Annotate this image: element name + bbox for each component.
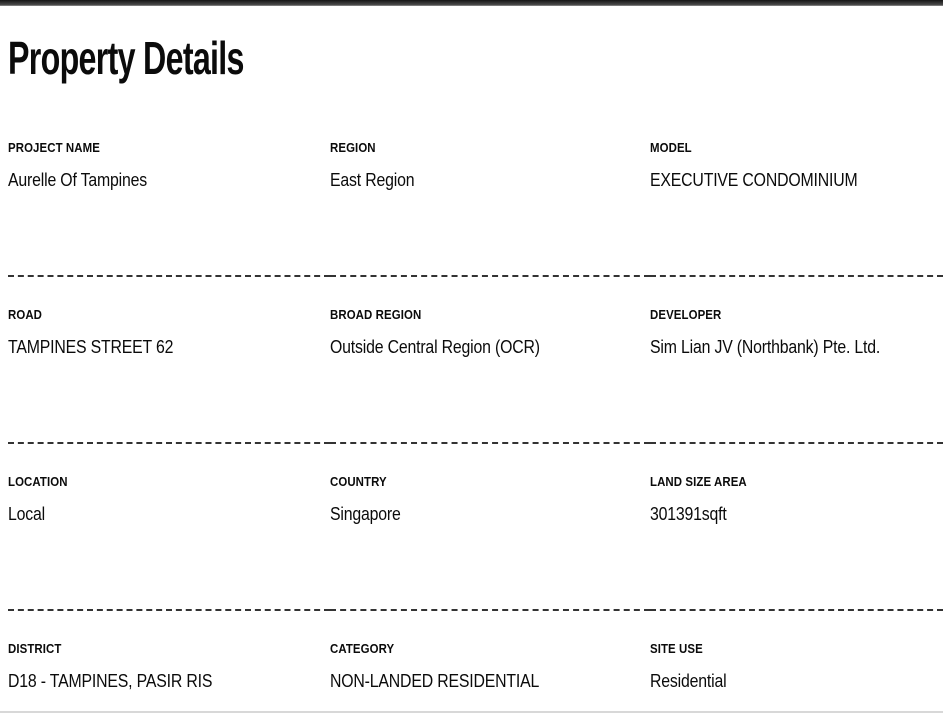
field-cell: LOCATION Local <box>8 444 330 611</box>
field-label: REGION <box>330 140 376 155</box>
field-value: Sim Lian JV (Northbank) Pte. Ltd. <box>650 337 881 357</box>
field-value: Residential <box>650 671 727 691</box>
field-value: EXECUTIVE CONDOMINIUM <box>650 170 858 190</box>
field-value: D18 - TAMPINES, PASIR RIS <box>8 671 213 691</box>
field-cell: REGION East Region <box>330 110 650 277</box>
field-label: LAND SIZE AREA <box>650 474 747 489</box>
field-value: 301391sqft <box>650 504 727 524</box>
field-label: BROAD REGION <box>330 307 422 322</box>
property-details-grid: PROJECT NAME Aurelle Of Tampines REGION … <box>0 110 943 711</box>
field-value: Local <box>8 504 46 524</box>
field-cell: CATEGORY NON-LANDED RESIDENTIAL <box>330 611 650 711</box>
field-label: LOCATION <box>8 474 68 489</box>
field-label: PROJECT NAME <box>8 140 100 155</box>
field-label: DEVELOPER <box>650 307 722 322</box>
field-value: Outside Central Region (OCR) <box>330 337 540 357</box>
field-cell: SITE USE Residential <box>650 611 943 711</box>
field-cell: DISTRICT D18 - TAMPINES, PASIR RIS <box>8 611 330 711</box>
field-label: ROAD <box>8 307 43 322</box>
field-label: MODEL <box>650 140 692 155</box>
field-value: TAMPINES STREET 62 <box>8 337 174 357</box>
bottom-divider <box>0 711 943 713</box>
field-cell: BROAD REGION Outside Central Region (OCR… <box>330 277 650 444</box>
field-cell: MODEL EXECUTIVE CONDOMINIUM <box>650 110 943 277</box>
field-cell: LAND SIZE AREA 301391sqft <box>650 444 943 611</box>
field-cell: DEVELOPER Sim Lian JV (Northbank) Pte. L… <box>650 277 943 444</box>
field-label: COUNTRY <box>330 474 387 489</box>
field-cell: COUNTRY Singapore <box>330 444 650 611</box>
field-value: East Region <box>330 170 415 190</box>
field-label: CATEGORY <box>330 641 395 656</box>
page-title: Property Details <box>8 32 244 84</box>
top-bar <box>0 0 943 6</box>
field-value: NON-LANDED RESIDENTIAL <box>330 671 540 691</box>
field-cell: ROAD TAMPINES STREET 62 <box>8 277 330 444</box>
field-value: Singapore <box>330 504 401 524</box>
field-label: DISTRICT <box>8 641 62 656</box>
field-label: SITE USE <box>650 641 703 656</box>
field-value: Aurelle Of Tampines <box>8 170 147 190</box>
field-cell: PROJECT NAME Aurelle Of Tampines <box>8 110 330 277</box>
